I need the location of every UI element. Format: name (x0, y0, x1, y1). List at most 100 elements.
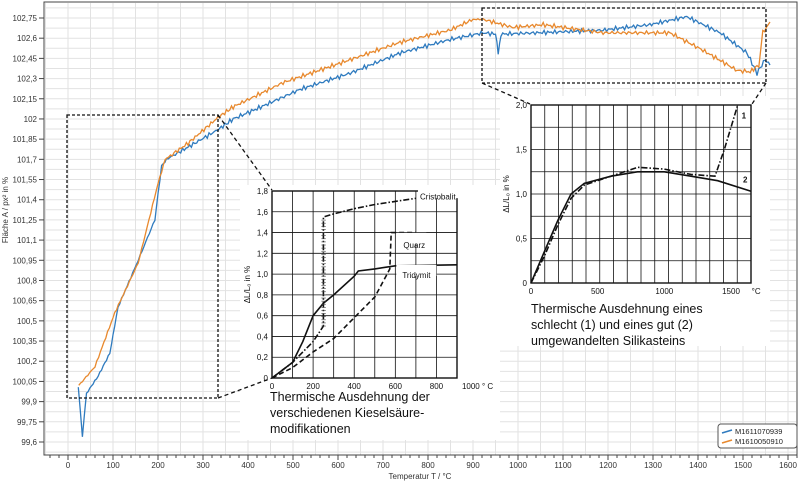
inset-x-tick-label: 400 (348, 382, 362, 391)
series-line-M1610050910 (78, 17, 771, 386)
series-label-cristobalit: Cristobalit (420, 192, 456, 201)
y-tick-label: 100,95 (13, 256, 38, 265)
series-label-bg (396, 264, 437, 276)
inset-x-tick-label: 500 (591, 287, 605, 296)
inset-series-2 (530, 171, 752, 284)
connector-lines (217, 82, 767, 399)
inset-caption-line: verschiedenen Kieselsäure- (270, 406, 424, 420)
inset-x-tick-label: 600 (389, 382, 403, 391)
x-tick-label: 1000 (509, 461, 527, 470)
x-tick-label: 300 (196, 461, 210, 470)
inset-series-tridymit (271, 264, 458, 379)
x-tick-label: 0 (66, 461, 71, 470)
y-tick-label: 100,2 (17, 357, 38, 366)
x-tick-label: 1400 (689, 461, 707, 470)
inset-x-tick-label: 800 (430, 382, 444, 391)
inset-series-1 (530, 104, 739, 284)
series-line-M1611070939 (77, 15, 771, 437)
inset-y-tick-label: 1,8 (257, 187, 269, 196)
series-label-1: 1 (742, 111, 747, 120)
x-tick-label: 1300 (644, 461, 662, 470)
connector-line (481, 82, 531, 105)
y-tick-label: 100,05 (13, 377, 38, 386)
inset-x-tick-label: 1000 (655, 287, 673, 296)
y-tick-label: 101,4 (17, 196, 38, 205)
inset-x-tick-label: 200 (306, 382, 320, 391)
x-tick-label: 1100 (554, 461, 572, 470)
inset-y-tick-label: 1,6 (257, 208, 269, 217)
inset-y-tick-label: 0,8 (257, 291, 269, 300)
legend-label-series-2: M1610050910 (735, 437, 783, 446)
zoom-boxes (66, 7, 767, 399)
inset-caption-line: modifikationen (270, 422, 351, 436)
y-tick-label: 102,15 (13, 95, 38, 104)
y-tick-label: 100,5 (17, 317, 38, 326)
y-tick-label: 101,85 (13, 135, 38, 144)
connector-line (217, 377, 273, 399)
y-tick-label: 99,6 (21, 438, 37, 447)
y-tick-label: 99,75 (17, 418, 38, 427)
inset-y-tick-label: 1,0 (257, 270, 269, 279)
zoom-box-low-temp (66, 114, 219, 399)
legend-box (717, 423, 798, 449)
series-label-bg (396, 232, 427, 244)
main-y-axis-title: Fläche A / px² in % (1, 177, 10, 243)
inset-y-tick-label: 0 (264, 374, 269, 383)
y-tick-label: 100,8 (17, 276, 38, 285)
x-tick-label: 400 (241, 461, 255, 470)
inset-x-tick-label: 0 (529, 287, 534, 296)
y-tick-label: 101,25 (13, 216, 38, 225)
inset-y-tick-label: 1,5 (516, 146, 528, 155)
legend: M1611070939 M1610050910 (717, 423, 798, 449)
inset-y-tick-label: 2,0 (516, 101, 528, 110)
y-tick-label: 102,75 (13, 14, 38, 23)
inset-series-quarz (271, 231, 416, 379)
inset-frame (530, 104, 752, 284)
series-label-bg (418, 187, 468, 199)
x-tick-label: 1500 (734, 461, 752, 470)
inset-series-cristobalit (271, 197, 417, 379)
inset-x-tick-label: 1000 ° C (462, 382, 493, 391)
y-tick-label: 102,6 (17, 34, 38, 43)
inset-frame (271, 190, 458, 379)
inset-caption-line: schlecht (1) und eines gut (2) (531, 318, 693, 332)
x-tick-label: 800 (421, 461, 435, 470)
inset-x-tick-label: 0 (270, 382, 275, 391)
inset-y-tick-label: 0,5 (516, 235, 528, 244)
y-tick-label: 101,1 (17, 236, 38, 245)
x-tick-label: 900 (466, 461, 480, 470)
series-label-tridymit: Tridymit (402, 271, 431, 280)
main-x-axis-title: Temperatur T / °C (389, 472, 452, 481)
inset-caption-line: umgewandelten Silikasteins (531, 334, 685, 348)
main-axes: 0 100 200 300 400 500 600 700 800 900 1000 1100 1200… (13, 2, 798, 470)
inset-y-tick-label: 0,6 (257, 312, 269, 321)
inset-y-tick-label: 0 (523, 279, 528, 288)
x-tick-label: 1600 (779, 461, 797, 470)
inset-caption-line: Thermische Ausdehnung eines (531, 302, 703, 316)
y-tick-label: 100,65 (13, 297, 38, 306)
legend-swatch-orange (721, 439, 733, 444)
x-tick-label: 600 (331, 461, 345, 470)
y-tick-label: 102,3 (17, 75, 38, 84)
y-tick-label: 102,45 (13, 54, 38, 63)
y-tick-label: 99,9 (21, 398, 37, 407)
inset-y-tick-label: 0,4 (257, 332, 269, 341)
inset-y-tick-label: 0,2 (257, 353, 269, 362)
main-series (77, 15, 771, 437)
series-label-2: 2 (743, 175, 748, 184)
legend-label-series-1: M1611070939 (735, 427, 782, 436)
x-tick-label: 100 (106, 461, 120, 470)
connector-line (751, 82, 767, 105)
inset-x-unit-label: °C (752, 287, 761, 296)
inset-caption-line: Thermische Ausdehnung der (270, 390, 430, 404)
inset-silikastein: 0 500 1000 1500 0 0,5 1,0 1,5 2,0 ΔL/L₀ in % Therm… (500, 96, 770, 348)
inset-kieselsaeure: 0 200 400 600 800 1000 ° C 0 0,2 0,4 0,6 0,8 1,0 1,2… (240, 185, 500, 440)
inset-y-axis-title: ΔL/L₀ in % (502, 175, 511, 213)
y-tick-label: 102 (24, 115, 38, 124)
legend-swatch-blue (721, 429, 733, 434)
x-tick-label: 500 (286, 461, 300, 470)
inset-y-tick-label: 1,2 (257, 249, 269, 258)
series-label-quarz: Quarz (403, 241, 425, 250)
zoom-box-high-temp (481, 7, 767, 84)
